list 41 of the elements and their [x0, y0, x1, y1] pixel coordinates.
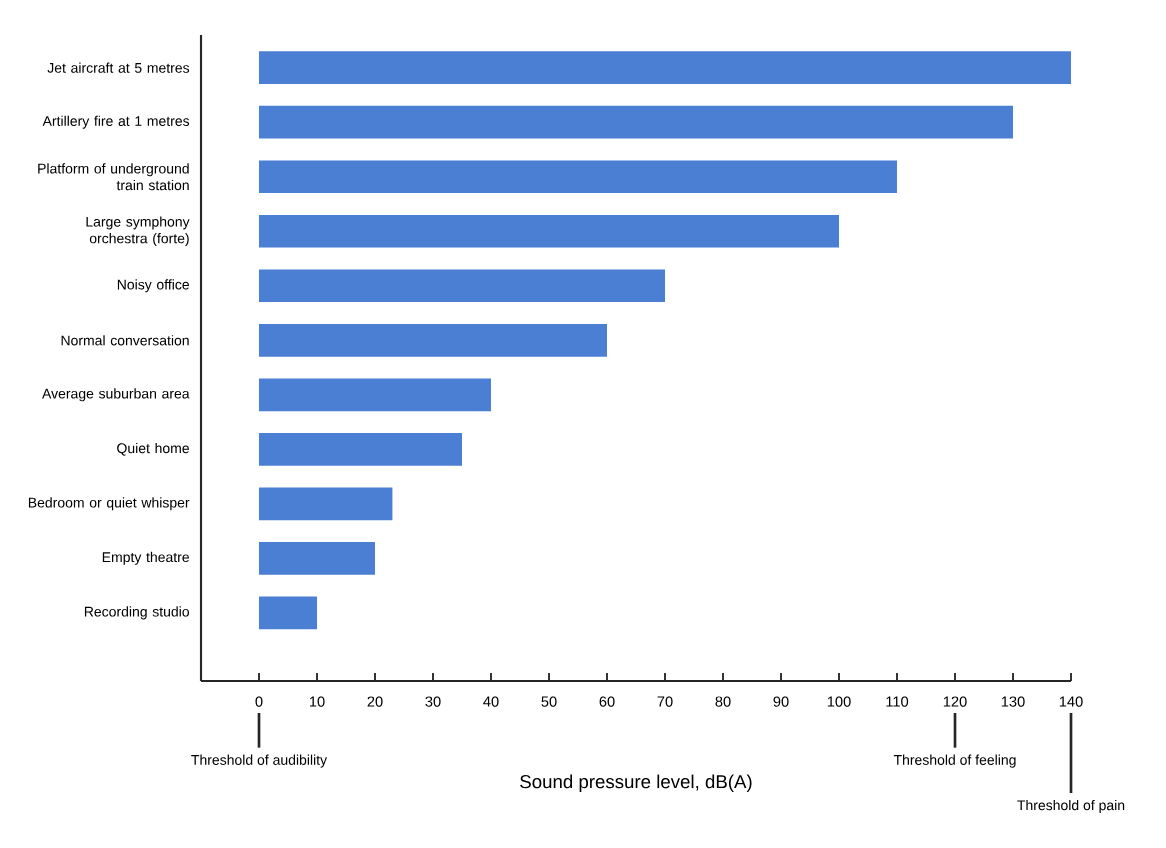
y-tick-label: Jet aircraft at 5 metres	[47, 62, 190, 73]
y-tick-label: Recording studio	[84, 606, 190, 620]
bar	[259, 378, 491, 412]
bar	[259, 51, 1072, 85]
x-tick-label: 40	[483, 696, 499, 707]
bar	[259, 541, 375, 575]
ref-line-label: Threshold of pain	[1017, 799, 1125, 813]
x-tick-label: 80	[715, 696, 731, 707]
bar	[259, 487, 393, 521]
y-tick-label: Bedroom or quiet whisper	[28, 497, 190, 511]
bar	[259, 160, 898, 194]
bar	[259, 105, 1014, 139]
x-tick-label: 130	[1001, 696, 1025, 707]
x-tick-label: 20	[367, 696, 383, 707]
x-tick-label: 60	[599, 696, 615, 707]
x-tick-label: 140	[1059, 696, 1083, 707]
x-tick-label: 90	[773, 696, 789, 707]
x-tick-label: 30	[425, 696, 441, 707]
y-tick-label: Average suburban area	[42, 388, 190, 402]
x-tick-label: 70	[657, 696, 673, 707]
y-tick-label: Platform of underground train station	[38, 163, 189, 191]
x-axis-title: Sound pressure level, dB(A)	[520, 774, 752, 792]
y-tick-label: Empty theatre	[102, 551, 189, 565]
ref-line-label: Threshold of audibility	[191, 754, 328, 768]
x-tick-label: 10	[309, 696, 325, 707]
x-tick-label: 110	[886, 696, 909, 707]
ref-line-label: Threshold of feeling	[893, 754, 1016, 768]
x-tick-label: 0	[255, 696, 263, 707]
bar	[259, 323, 607, 357]
y-tick-label: Large symphony orchestra (forte)	[86, 216, 190, 247]
y-tick-label: Normal conversation	[61, 335, 189, 346]
bar	[259, 432, 463, 466]
y-tick-label: Noisy office	[117, 279, 189, 293]
bar	[259, 214, 840, 248]
y-tick-label: Quiet home	[117, 442, 189, 456]
x-tick-label: 100	[827, 696, 851, 707]
bar	[259, 596, 318, 630]
bar	[259, 269, 666, 303]
x-tick-label: 120	[943, 696, 967, 707]
x-tick-label: 50	[541, 696, 557, 707]
y-tick-label: Artillery fire at 1 metres	[42, 115, 190, 129]
